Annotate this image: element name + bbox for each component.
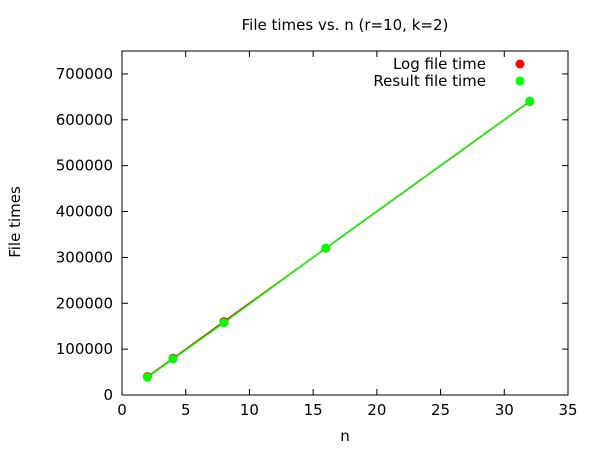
x-axis: 0 5 10 15 20 25 30 35 (117, 51, 578, 419)
data-point (168, 354, 178, 364)
y-tick-label: 700000 (56, 65, 113, 83)
x-tick-label: 30 (495, 401, 514, 419)
y-tick-label: 600000 (56, 111, 113, 129)
data-point (142, 372, 152, 382)
legend-label-0: Log file time (393, 55, 486, 73)
legend-marker-0 (515, 59, 525, 69)
plot-area (121, 50, 569, 396)
x-axis-title: n (340, 427, 350, 445)
y-tick-label: 200000 (56, 294, 113, 312)
plot-frame (121, 50, 569, 396)
legend-marker-1 (515, 76, 525, 86)
x-tick-label: 5 (181, 401, 191, 419)
chart-title: File times vs. n (r=10, k=2) (242, 16, 449, 34)
x-tick-label: 15 (304, 401, 323, 419)
y-tick-label: 300000 (56, 248, 113, 266)
data-point (525, 96, 535, 106)
y-tick-label: 400000 (56, 203, 113, 221)
y-tick-label: 500000 (56, 157, 113, 175)
y-tick-label: 100000 (56, 340, 113, 358)
y-tick-label: 0 (103, 386, 113, 404)
data-point (219, 318, 229, 328)
x-tick-label: 35 (558, 401, 577, 419)
y-axis: 0 100000 200000 300000 400000 500000 600000 700… (56, 65, 568, 404)
x-tick-label: 25 (431, 401, 450, 419)
series-line-1 (147, 100, 531, 378)
x-tick-label: 10 (240, 401, 259, 419)
series-layer (142, 96, 535, 382)
data-point (321, 243, 331, 253)
x-tick-label: 0 (117, 401, 127, 419)
y-axis-title: File times (6, 186, 24, 258)
legend-label-1: Result file time (373, 72, 486, 90)
x-tick-label: 20 (367, 401, 386, 419)
